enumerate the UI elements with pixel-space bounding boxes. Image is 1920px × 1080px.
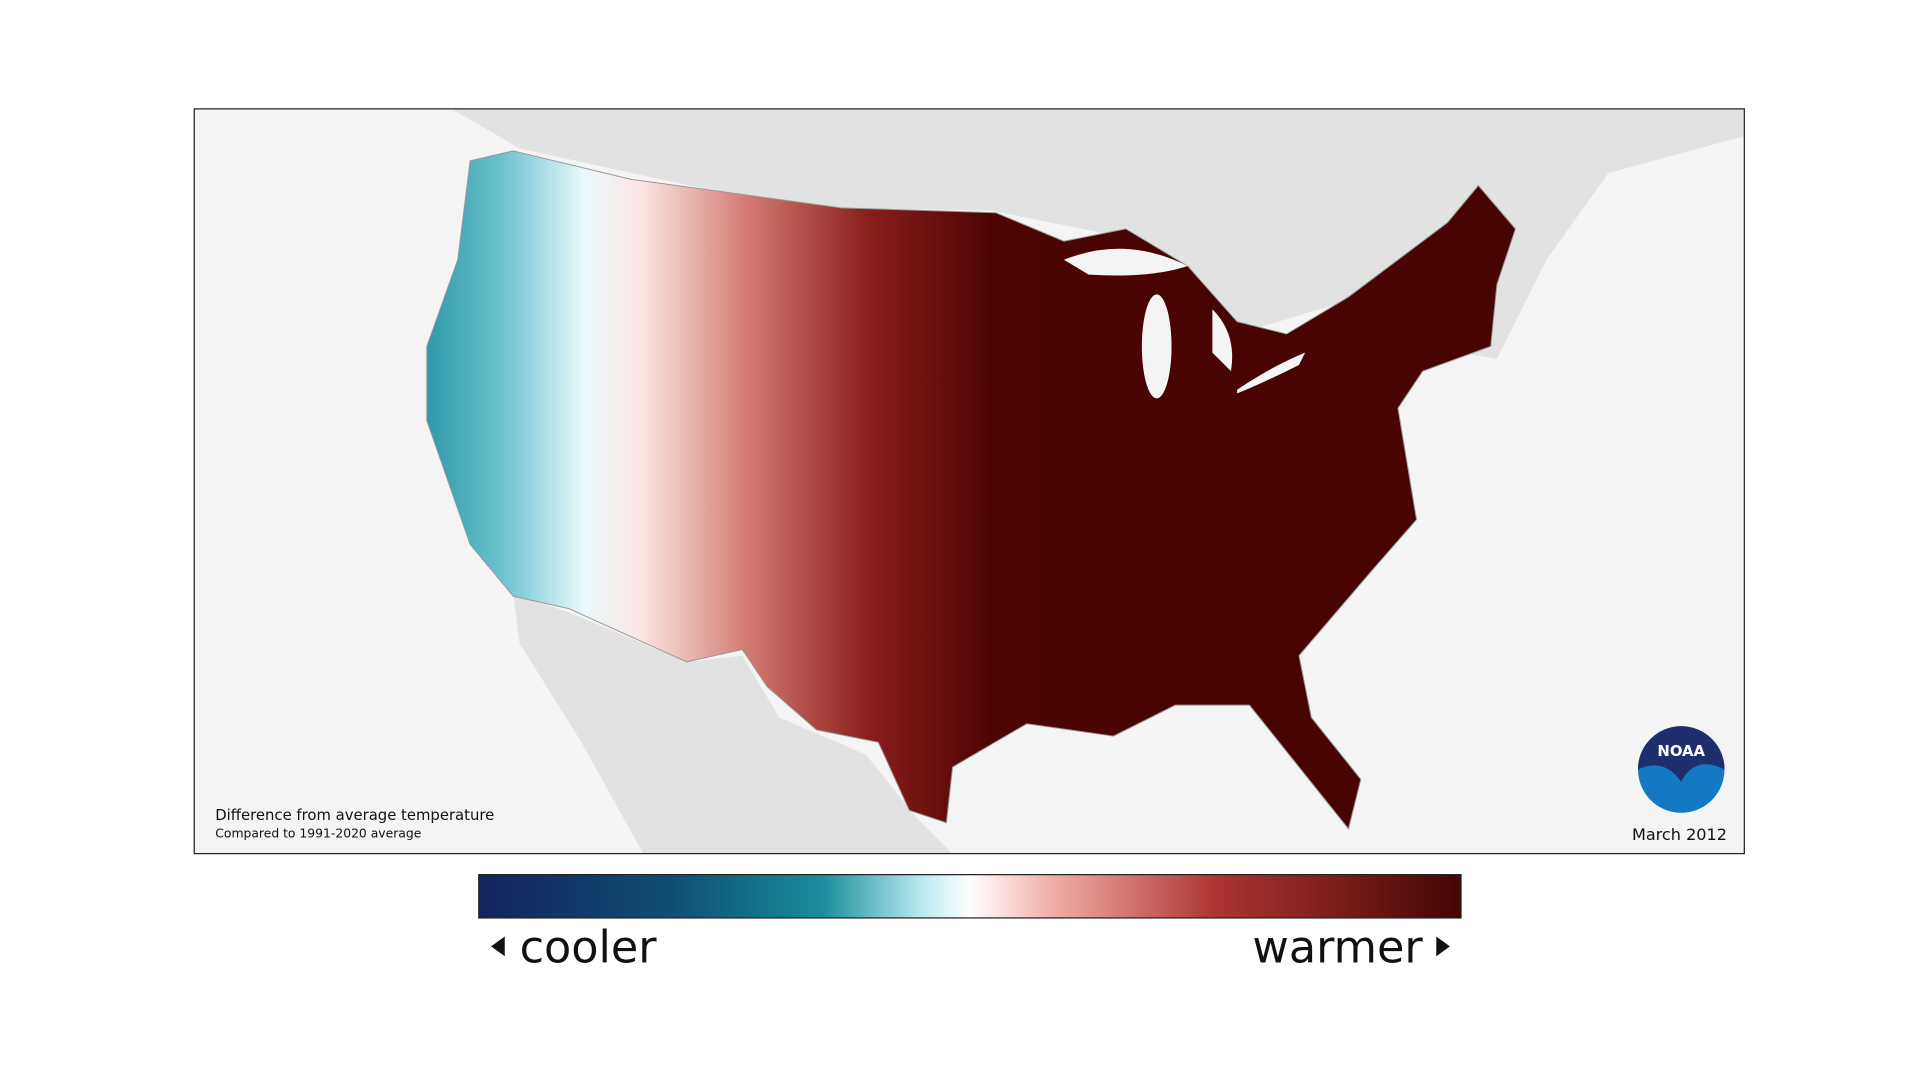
caption-subtitle: Compared to 1991-2020 average xyxy=(215,827,421,841)
legend-high-label: warmer xyxy=(1252,921,1423,973)
warm-arrow xyxy=(1436,936,1450,957)
logo-text: NOAA xyxy=(1657,743,1705,760)
mexico xyxy=(513,593,953,854)
map-frame xyxy=(193,108,1745,855)
lake-michigan xyxy=(1141,294,1172,399)
lake-superior xyxy=(1063,248,1188,276)
legend-colorbar xyxy=(478,874,1462,919)
logo-top xyxy=(1637,726,1725,782)
caption-title: Difference from average temperature xyxy=(215,807,494,824)
cool-arrow xyxy=(491,936,505,957)
map-area: Difference from average temperature Comp… xyxy=(194,108,1745,854)
conus-temperature-anomaly xyxy=(426,150,1517,830)
map-date: March 2012 xyxy=(1632,825,1727,844)
noaa-logo: NOAA xyxy=(1637,726,1725,813)
lake-erie xyxy=(1237,352,1306,394)
lake-huron xyxy=(1212,309,1233,372)
legend-low-label: cooler xyxy=(520,921,658,973)
